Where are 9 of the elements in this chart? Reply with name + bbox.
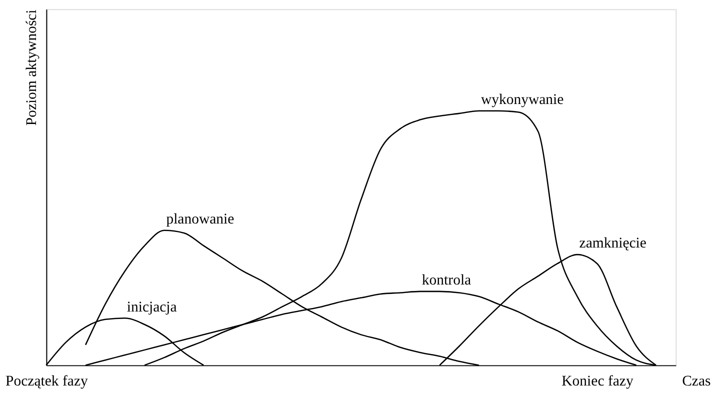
series-label: wykonywanie: [480, 92, 564, 108]
series-label: planowanie: [166, 212, 235, 228]
x-axis-title: Czas: [682, 373, 711, 390]
series-label: kontrola: [422, 272, 472, 289]
x-tick-label: Koniec fazy: [562, 373, 634, 390]
series-label: zamknięcie: [579, 236, 647, 252]
series-label: inicjacja: [126, 299, 178, 316]
x-tick-label: Początek fazy: [6, 373, 88, 390]
y-axis-title: Poziom aktywności: [24, 10, 40, 126]
